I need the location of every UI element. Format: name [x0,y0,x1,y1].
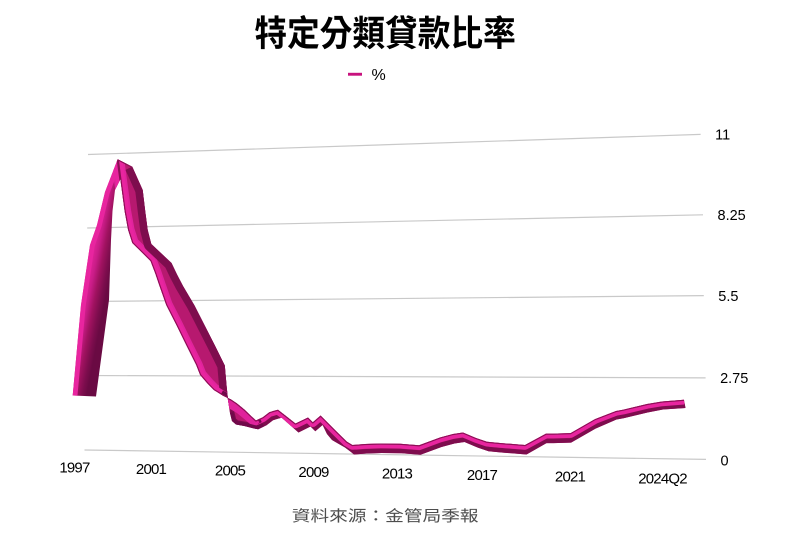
svg-text:11: 11 [715,128,730,144]
svg-text:2017: 2017 [467,467,498,484]
svg-text:%: % [372,67,386,84]
svg-text:8.25: 8.25 [718,208,746,224]
svg-text:1997: 1997 [59,459,90,476]
svg-text:2024Q2: 2024Q2 [638,470,687,487]
svg-text:2009: 2009 [298,464,329,481]
svg-text:2005: 2005 [215,462,246,479]
svg-text:5.5: 5.5 [718,289,738,305]
svg-text:2021: 2021 [555,469,586,486]
svg-text:2001: 2001 [136,461,167,478]
svg-text:2.75: 2.75 [720,371,748,387]
svg-text:2013: 2013 [382,465,413,482]
svg-text:0: 0 [721,454,729,470]
